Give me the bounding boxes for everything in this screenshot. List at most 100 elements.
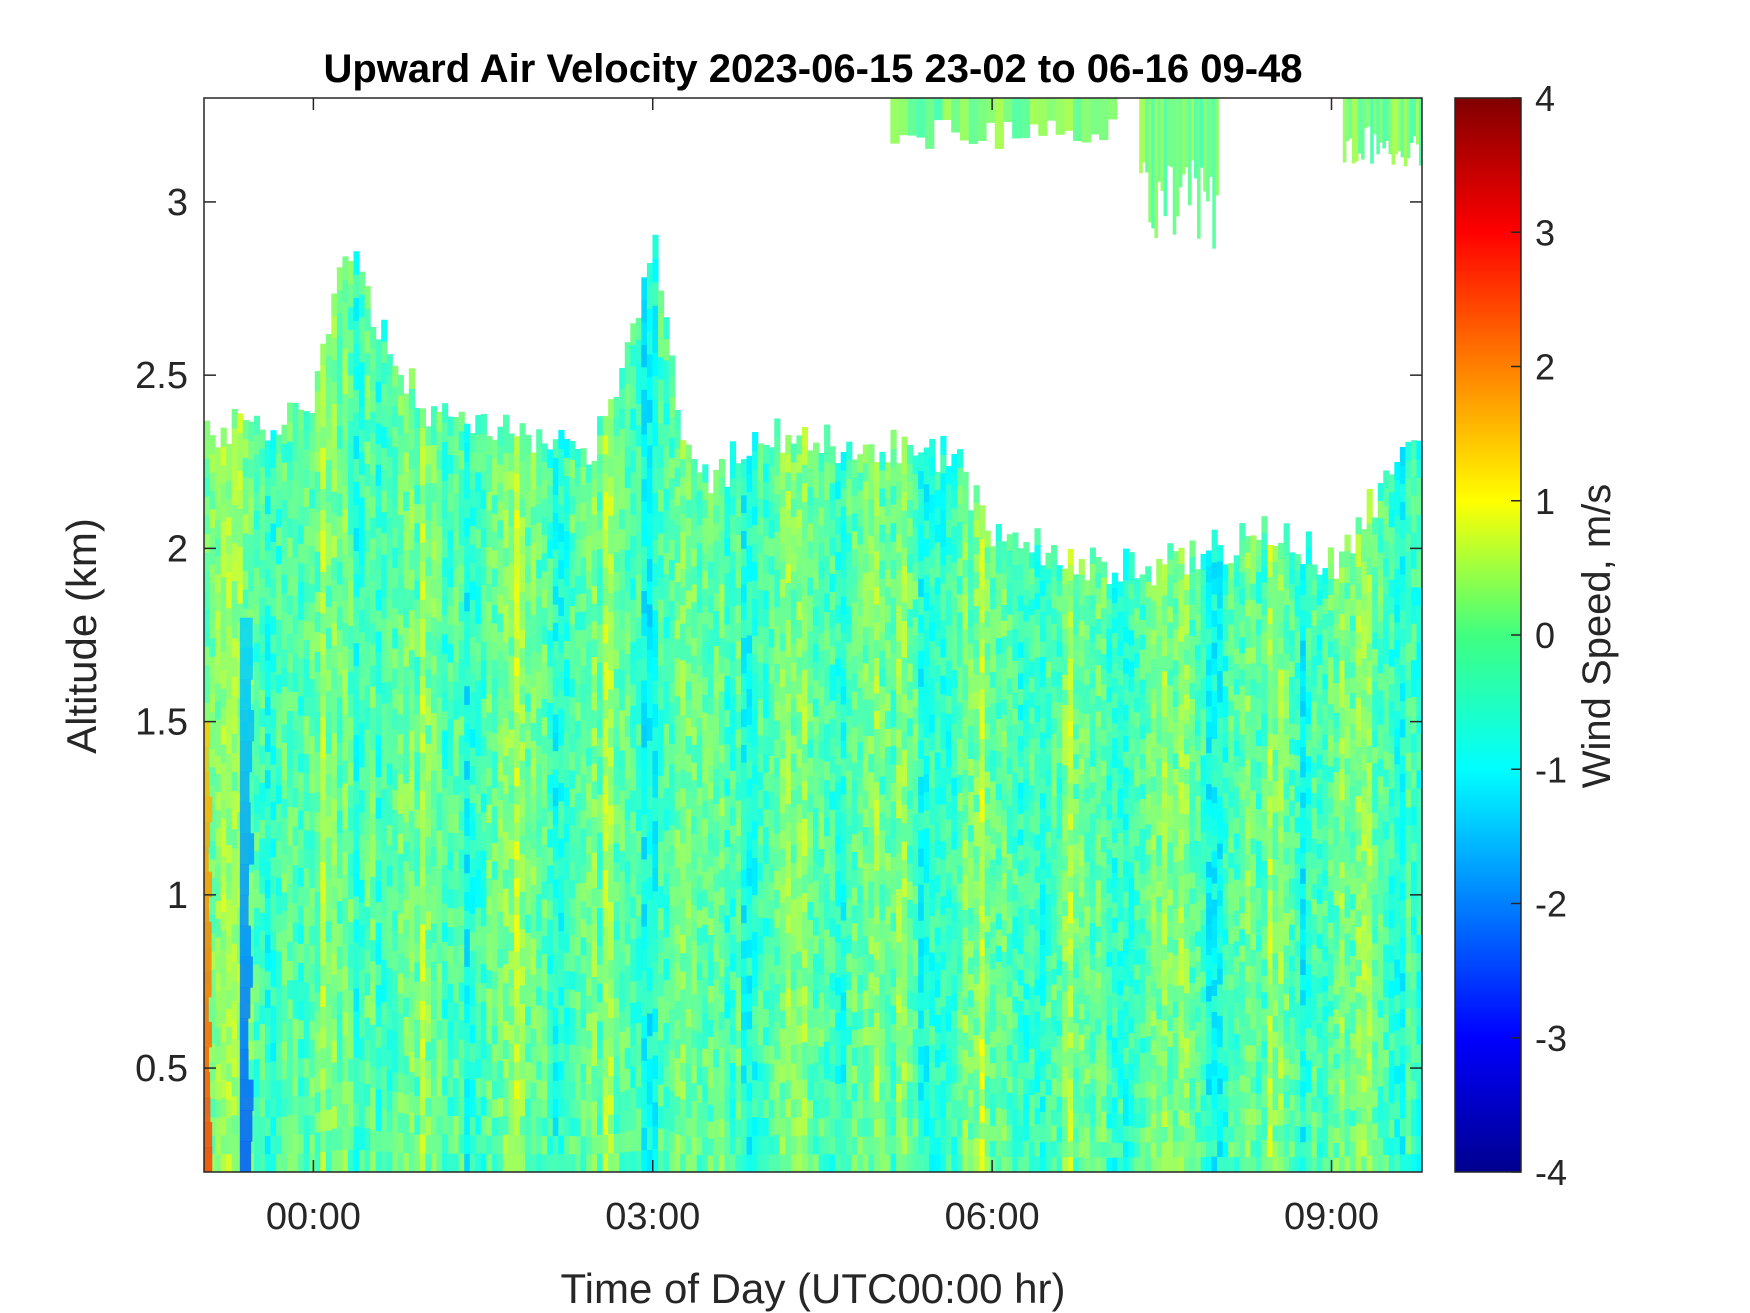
heatmap-cell [851,512,858,532]
heatmap-cell [430,712,438,733]
heatmap-cell [757,643,764,663]
heatmap-cell [375,963,382,986]
heatmap-cell [414,656,421,677]
heatmap-cell [669,947,676,969]
heatmap-cell [879,919,886,939]
heatmap-cell [586,694,593,713]
heatmap-cell [364,729,371,752]
heatmap-cell [785,619,792,639]
heatmap-cell [309,963,316,983]
heatmap-cell [204,439,211,459]
heatmap-cell [447,1020,454,1041]
heatmap-cell [702,499,709,518]
heatmap-cell [364,928,371,952]
heatmap-cell [226,1099,233,1118]
heatmap-cell [442,999,449,1019]
heatmap-cell [707,713,714,732]
heatmap-cell [774,701,781,721]
heatmap-cell [275,618,283,639]
heatmap-cell [458,487,465,508]
heatmap-cell [364,286,371,309]
heatmap-cell [220,930,227,950]
heatmap-cell [353,803,360,828]
heatmap-cell [735,675,742,695]
heatmap-cell [209,729,216,749]
heatmap-cell [552,897,559,917]
heatmap-cell [541,935,548,955]
heatmap-cell [657,753,665,776]
heatmap-cell [491,476,499,496]
heatmap-cell [442,672,449,693]
heatmap-cell [220,1004,227,1024]
heatmap-cell [757,989,764,1009]
heatmap-cell [375,1047,382,1069]
heatmap-cell [674,486,681,506]
heatmap-cell [220,1060,227,1080]
heatmap-cell [253,1153,260,1172]
heatmap-cell [774,663,781,683]
heatmap-cell [790,807,797,827]
heatmap-cell [253,945,260,965]
heatmap-cell [270,1005,277,1025]
heatmap-cell [347,830,355,854]
heatmap-cell [541,479,548,499]
heatmap-cell [342,508,349,532]
heatmap-cell [630,790,637,812]
heatmap-cell [586,942,593,961]
heatmap-cell [530,776,537,795]
heatmap-cell [829,1099,836,1119]
heatmap-cell [796,1135,803,1155]
heatmap-cell [264,440,272,460]
heatmap-cell [746,1136,753,1155]
heatmap-cell [707,798,714,817]
heatmap-cell [724,880,731,899]
heatmap-cell [574,955,582,974]
heatmap-cell [419,484,427,505]
heatmap-cell [270,597,277,617]
heatmap-cell [547,575,554,595]
heatmap-cell [386,517,393,539]
heatmap-cell [419,408,427,429]
heatmap-cell [248,421,255,442]
heatmap-cell [624,715,631,737]
heatmap-cell [763,517,770,537]
heatmap-cell [220,762,227,782]
heatmap-cell [586,712,593,731]
heatmap-cell [403,1152,410,1172]
heatmap-cell [558,1153,565,1172]
heatmap-cell [680,604,687,624]
heatmap-cell [691,1011,698,1030]
heatmap-cell [514,914,521,934]
heatmap-cell [386,1028,393,1050]
heatmap-cell [702,1030,709,1049]
heatmap-cell [270,819,277,839]
heatmap-cell [209,969,216,989]
heatmap-cell [685,935,692,955]
heatmap-cell [519,1078,526,1098]
heatmap-cell [287,1037,294,1058]
heatmap-cell [226,953,233,973]
heatmap-cell [735,551,742,571]
heatmap-cell [879,1081,886,1101]
heatmap-cell [486,564,493,584]
heatmap-cell [702,694,709,713]
heatmap-cell [752,690,759,711]
heatmap-cell [403,646,410,667]
heatmap-cell [469,1024,476,1044]
heatmap-cell [403,763,410,784]
heatmap-cell [541,1044,548,1064]
heatmap-cell [497,445,504,465]
heatmap-cell [569,568,576,588]
heatmap-cell [713,838,720,857]
heatmap-cell [519,498,526,518]
heatmap-cell [779,1100,786,1119]
heatmap-cell [696,1102,703,1121]
heatmap-cell [370,601,377,624]
heatmap-cell [403,841,410,862]
heatmap-cell [497,855,504,875]
heatmap-cell [873,976,881,996]
heatmap-cell [624,632,631,654]
heatmap-cell [209,582,216,602]
heatmap-cell [425,985,432,1005]
